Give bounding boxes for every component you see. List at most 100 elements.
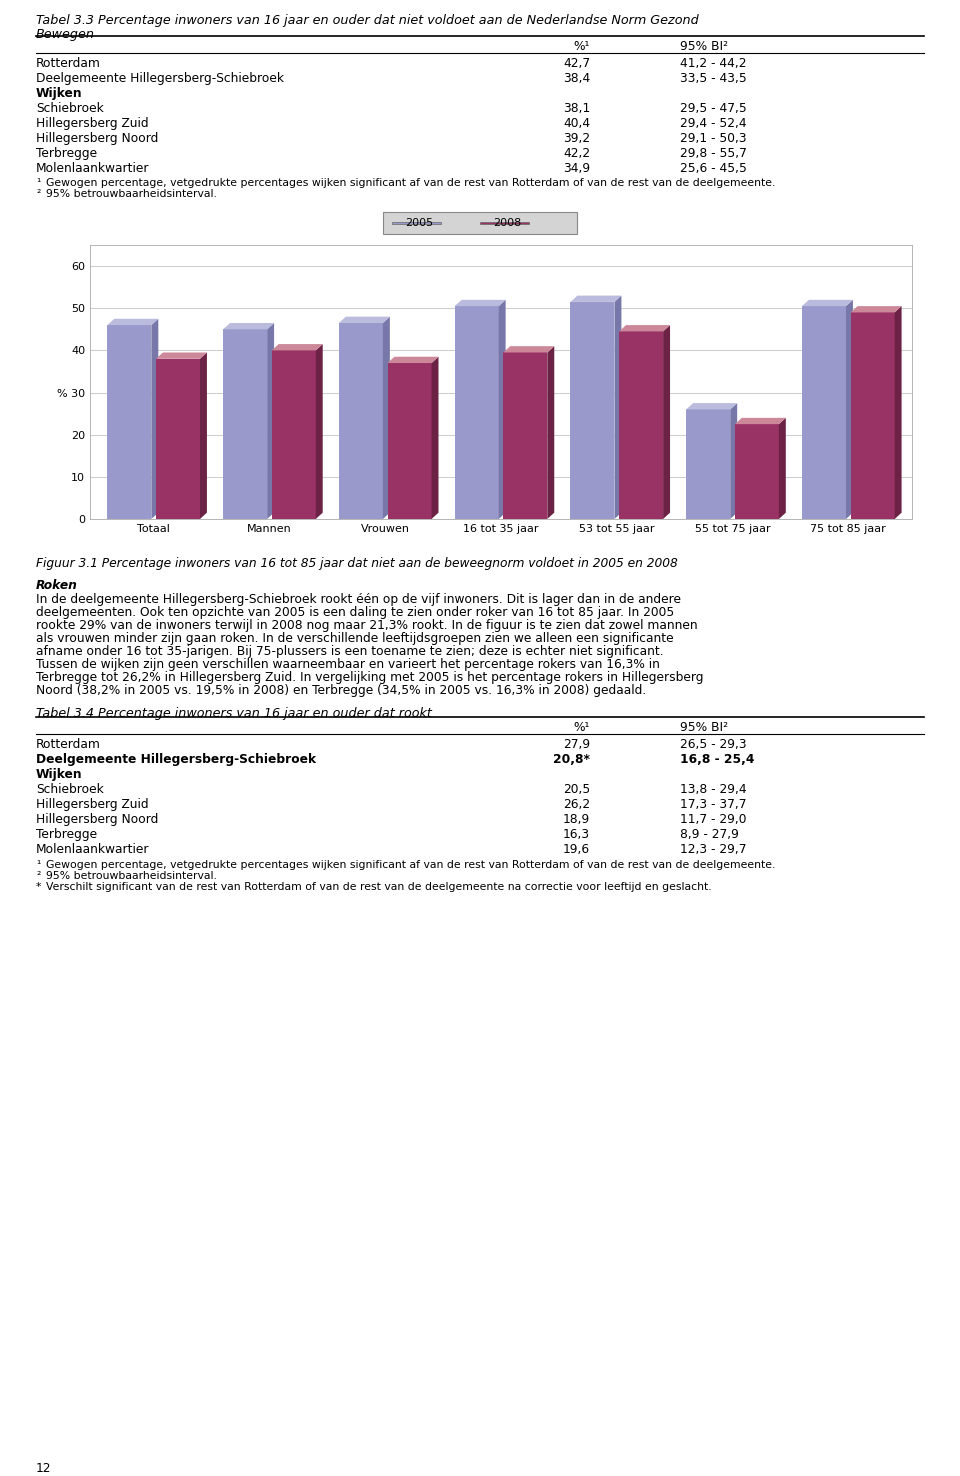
Text: 12,3 - 29,7: 12,3 - 29,7 [680,843,747,856]
Polygon shape [619,325,670,332]
Bar [156,359,200,520]
Bar [392,221,442,224]
Text: Bewegen: Bewegen [36,28,95,41]
Text: 29,1 - 50,3: 29,1 - 50,3 [680,131,747,145]
Text: 16,8 - 25,4: 16,8 - 25,4 [680,753,755,766]
Polygon shape [156,353,207,359]
Text: Noord (38,2% in 2005 vs. 19,5% in 2008) en Terbregge (34,5% in 2005 vs. 16,3% in: Noord (38,2% in 2005 vs. 19,5% in 2008) … [36,683,646,697]
Bar [480,221,529,224]
Text: 42,7: 42,7 [563,58,590,69]
Text: Terbregge: Terbregge [36,148,97,159]
Polygon shape [388,357,439,363]
Bar [108,325,152,520]
Text: deelgemeenten. Ook ten opzichte van 2005 is een daling te zien onder roker van 1: deelgemeenten. Ook ten opzichte van 2005… [36,607,674,618]
Text: 8,9 - 27,9: 8,9 - 27,9 [680,828,739,841]
Polygon shape [272,344,323,350]
Text: Gewogen percentage, vetgedrukte percentages wijken significant af van de rest va: Gewogen percentage, vetgedrukte percenta… [46,179,776,187]
Bar [570,303,614,520]
Polygon shape [570,295,621,303]
Polygon shape [846,300,852,520]
Text: 18,9: 18,9 [563,813,590,827]
Polygon shape [267,323,275,520]
Polygon shape [223,323,275,329]
Bar [686,409,731,520]
Text: Figuur 3.1 Percentage inwoners van 16 tot 85 jaar dat niet aan de beweegnorm vol: Figuur 3.1 Percentage inwoners van 16 to… [36,556,678,570]
Bar [339,323,383,520]
Polygon shape [547,347,554,520]
Polygon shape [455,300,506,306]
Bar [619,332,663,520]
Text: 20,8*: 20,8* [553,753,590,766]
Polygon shape [895,306,901,520]
Text: 20,5: 20,5 [563,782,590,796]
Text: Verschilt significant van de rest van Rotterdam of van de rest van de deelgemeen: Verschilt significant van de rest van Ro… [46,883,711,892]
Text: ²: ² [36,189,40,199]
Polygon shape [339,317,390,323]
Text: Hillegersberg Zuid: Hillegersberg Zuid [36,799,149,810]
Text: Terbregge tot 26,2% in Hillegersberg Zuid. In vergelijking met 2005 is het perce: Terbregge tot 26,2% in Hillegersberg Zui… [36,672,704,683]
Bar [851,313,895,520]
Text: %¹: %¹ [574,720,590,734]
Polygon shape [851,306,901,313]
Polygon shape [734,418,786,424]
Text: 27,9: 27,9 [563,738,590,751]
Text: 41,2 - 44,2: 41,2 - 44,2 [680,58,747,69]
Text: Deelgemeente Hillegersberg-Schiebroek: Deelgemeente Hillegersberg-Schiebroek [36,753,316,766]
Text: rookte 29% van de inwoners terwijl in 2008 nog maar 21,3% rookt. In de figuur is: rookte 29% van de inwoners terwijl in 20… [36,618,698,632]
Text: *: * [36,883,41,892]
Text: 95% betrouwbaarheidsinterval.: 95% betrouwbaarheidsinterval. [46,189,217,199]
Text: Rotterdam: Rotterdam [36,738,101,751]
Bar [503,353,547,520]
Text: als vrouwen minder zijn gaan roken. In de verschillende leeftijdsgroepen zien we: als vrouwen minder zijn gaan roken. In d… [36,632,674,645]
Text: 25,6 - 45,5: 25,6 - 45,5 [680,162,747,176]
Text: Molenlaankwartier: Molenlaankwartier [36,843,150,856]
Text: 40,4: 40,4 [563,117,590,130]
Text: 34,9: 34,9 [563,162,590,176]
Polygon shape [503,347,554,353]
Text: Tabel 3.4 Percentage inwoners van 16 jaar en ouder dat rookt: Tabel 3.4 Percentage inwoners van 16 jaa… [36,707,432,720]
Text: 29,4 - 52,4: 29,4 - 52,4 [680,117,747,130]
Polygon shape [731,403,737,520]
Text: 2005: 2005 [405,218,433,227]
Polygon shape [779,418,786,520]
Text: Gewogen percentage, vetgedrukte percentages wijken significant af van de rest va: Gewogen percentage, vetgedrukte percenta… [46,861,776,869]
Text: 29,5 - 47,5: 29,5 - 47,5 [680,102,747,115]
Text: 12: 12 [36,1463,52,1475]
Polygon shape [383,317,390,520]
Text: Wijken: Wijken [36,768,83,781]
Text: 26,5 - 29,3: 26,5 - 29,3 [680,738,747,751]
Text: Wijken: Wijken [36,87,83,100]
Text: ¹: ¹ [36,179,40,187]
Text: 13,8 - 29,4: 13,8 - 29,4 [680,782,747,796]
Polygon shape [614,295,621,520]
Text: Tussen de wijken zijn geen verschillen waarneembaar en varieert het percentage r: Tussen de wijken zijn geen verschillen w… [36,658,660,672]
Text: 95% betrouwbaarheidsinterval.: 95% betrouwbaarheidsinterval. [46,871,217,881]
Text: 17,3 - 37,7: 17,3 - 37,7 [680,799,747,810]
Text: Schiebroek: Schiebroek [36,782,104,796]
Text: 19,6: 19,6 [563,843,590,856]
Text: Molenlaankwartier: Molenlaankwartier [36,162,150,176]
Text: Hillegersberg Noord: Hillegersberg Noord [36,813,158,827]
Polygon shape [498,300,506,520]
Bar [383,211,577,235]
Text: 95% BI²: 95% BI² [680,720,728,734]
Text: Roken: Roken [36,579,78,592]
Polygon shape [432,357,439,520]
Text: afname onder 16 tot 35-jarigen. Bij 75-plussers is een toename te zien; deze is : afname onder 16 tot 35-jarigen. Bij 75-p… [36,645,663,658]
Text: Tabel 3.3 Percentage inwoners van 16 jaar en ouder dat niet voldoet aan de Neder: Tabel 3.3 Percentage inwoners van 16 jaa… [36,13,699,27]
Polygon shape [108,319,158,325]
Text: Terbregge: Terbregge [36,828,97,841]
Text: 33,5 - 43,5: 33,5 - 43,5 [680,72,747,86]
Polygon shape [802,300,852,306]
Bar [223,329,267,520]
Bar [272,350,316,520]
Text: Hillegersberg Noord: Hillegersberg Noord [36,131,158,145]
Polygon shape [686,403,737,409]
Text: Rotterdam: Rotterdam [36,58,101,69]
Text: 39,2: 39,2 [563,131,590,145]
Bar [734,424,779,520]
Bar [388,363,432,520]
Text: 26,2: 26,2 [563,799,590,810]
Text: 16,3: 16,3 [563,828,590,841]
Polygon shape [152,319,158,520]
